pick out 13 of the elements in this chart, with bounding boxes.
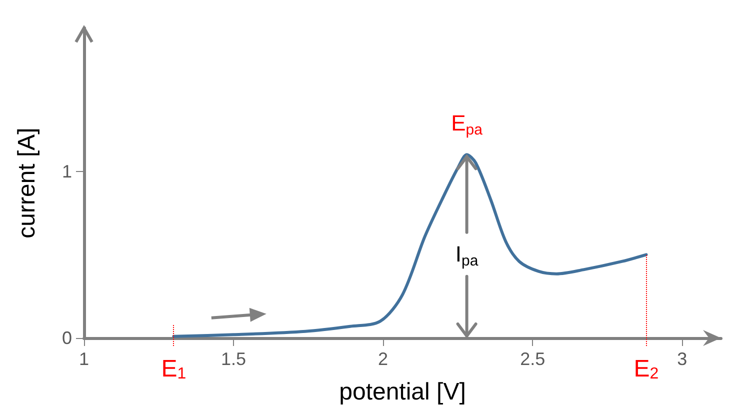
x-tick-label: 2 [378,349,388,369]
y-tick-label: 0 [62,328,72,348]
ref-line-label: E2 [634,356,659,382]
line-series [172,153,648,338]
x-axis-title: potential [V] [339,378,466,406]
x-tick-label: 3 [677,349,688,369]
ref-line-label: E1 [161,356,186,382]
y-axis-title: current [A] [14,128,40,238]
annotation: I$_{pa}$ [455,242,478,270]
x-tick-label: 1 [78,349,90,369]
x-tick-label: 2.5 [520,349,546,369]
annotation: E$_{pa}$ [451,110,482,138]
x-tick-label: 1.5 [221,349,246,369]
